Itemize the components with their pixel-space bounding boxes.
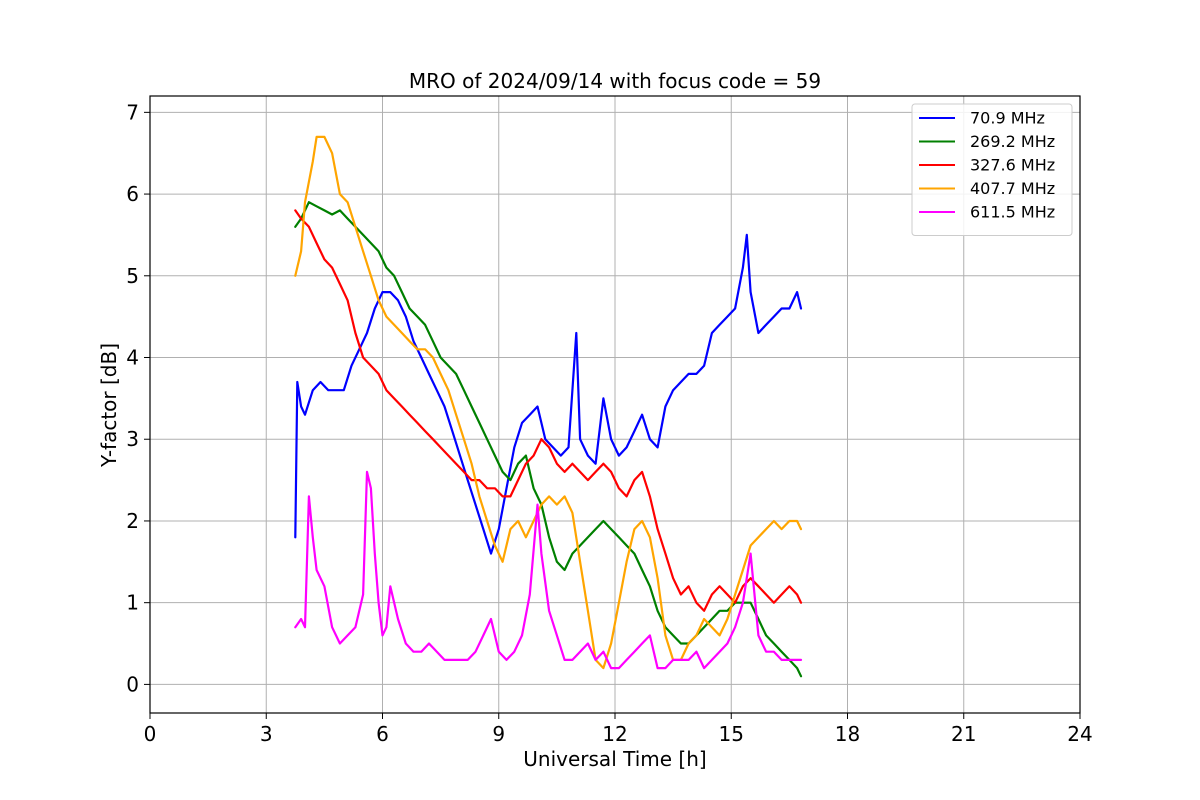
x-axis: 0 3 6 9 12 15 18 21 24 (144, 713, 1093, 746)
series-line-3 (294, 209, 803, 612)
x-tick-label: 0 (144, 722, 157, 746)
y-tick-label: 1 (126, 591, 139, 615)
x-tick-label: 18 (835, 722, 860, 746)
chart-title: MRO of 2024/09/14 with focus code = 59 (409, 69, 821, 93)
series-line-5 (294, 470, 803, 670)
y-axis: 0 1 2 3 4 5 6 7 (126, 100, 150, 696)
x-axis-label: Universal Time [h] (523, 747, 706, 771)
y-tick-label: 3 (126, 427, 139, 451)
legend-label: 70.9 MHz (970, 109, 1045, 128)
x-tick-label: 21 (951, 722, 976, 746)
x-tick-label: 12 (602, 722, 627, 746)
legend-label: 269.2 MHz (970, 132, 1055, 151)
legend-box (911, 103, 1073, 236)
x-tick-label: 15 (719, 722, 744, 746)
series-layer (294, 135, 803, 678)
legend-label: 327.6 MHz (970, 156, 1055, 175)
legend-label: 611.5 MHz (970, 203, 1055, 222)
legend: 70.9 MHz 269.2 MHz 327.6 MHz 407.7 MHz 611.5… (911, 103, 1073, 236)
legend-label: 407.7 MHz (970, 179, 1055, 198)
series-line-2 (294, 201, 803, 678)
y-tick-label: 2 (126, 509, 139, 533)
y-tick-label: 6 (126, 182, 139, 206)
y-tick-label: 7 (126, 100, 139, 124)
x-tick-label: 3 (260, 722, 273, 746)
y-axis-label: Y-factor [dB] (97, 343, 121, 468)
x-tick-label: 24 (1067, 722, 1092, 746)
x-tick-label: 9 (492, 722, 505, 746)
y-tick-label: 5 (126, 264, 139, 288)
series-line-4 (294, 135, 803, 670)
series-line-1 (294, 233, 803, 555)
x-tick-label: 6 (376, 722, 389, 746)
y-tick-label: 0 (126, 672, 139, 696)
y-tick-label: 4 (126, 346, 139, 370)
